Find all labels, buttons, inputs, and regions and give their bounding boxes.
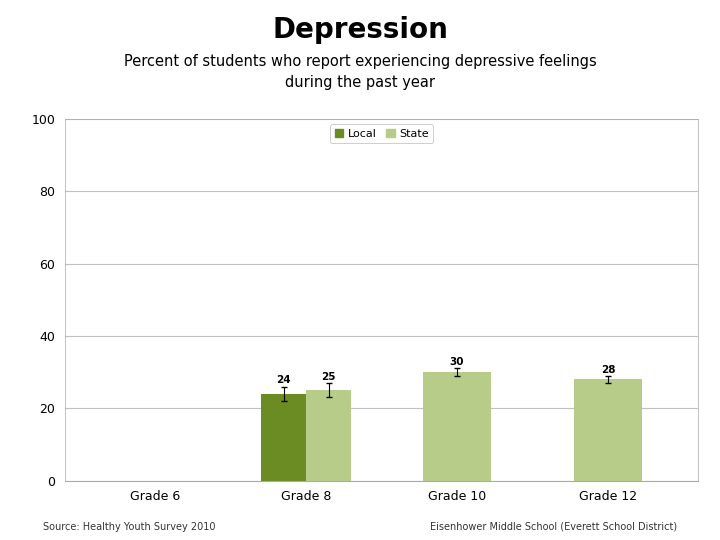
Bar: [261, 394, 306, 481]
Bar: [306, 390, 351, 481]
Text: Depression: Depression: [272, 16, 448, 44]
Text: 28: 28: [600, 364, 615, 375]
Text: Eisenhower Middle School (Everett School District): Eisenhower Middle School (Everett School…: [430, 522, 677, 532]
Text: Percent of students who report experiencing depressive feelings
during the past : Percent of students who report experienc…: [124, 54, 596, 90]
Text: Source: Healthy Youth Survey 2010: Source: Healthy Youth Survey 2010: [43, 522, 216, 532]
Text: 30: 30: [450, 357, 464, 367]
Bar: [423, 372, 491, 481]
Legend: Local, State: Local, State: [330, 124, 433, 143]
Text: 24: 24: [276, 375, 291, 386]
Bar: [574, 379, 642, 481]
Text: 25: 25: [322, 372, 336, 382]
